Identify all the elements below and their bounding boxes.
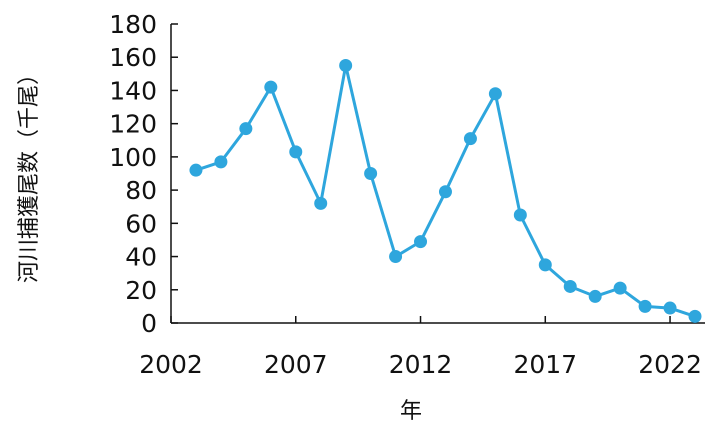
y-tick-label: 120 (109, 110, 157, 139)
y-tick-label: 40 (125, 243, 157, 272)
data-point-2007 (289, 145, 303, 159)
data-point-2012 (414, 235, 428, 249)
data-point-2009 (339, 59, 353, 73)
y-tick-label: 160 (109, 43, 157, 72)
y-tick-label: 100 (109, 143, 157, 172)
data-point-2006 (264, 80, 278, 94)
y-tick-label: 80 (125, 176, 157, 205)
data-point-2011 (389, 250, 403, 264)
data-point-2023 (688, 309, 702, 323)
data-point-2021 (638, 299, 652, 313)
x-tick-label: 2012 (389, 350, 453, 379)
y-tick-label: 60 (125, 209, 157, 238)
data-point-2014 (463, 132, 477, 146)
data-point-2019 (588, 289, 602, 303)
data-point-2008 (314, 196, 328, 210)
data-point-2016 (513, 208, 527, 222)
x-tick-label: 2007 (264, 350, 328, 379)
data-point-2020 (613, 281, 627, 295)
data-point-2013 (438, 185, 452, 199)
x-tick-label: 2002 (139, 350, 203, 379)
data-point-2005 (239, 122, 253, 136)
data-point-2018 (563, 279, 577, 293)
y-tick-label: 180 (109, 10, 157, 39)
data-point-2004 (214, 155, 228, 169)
data-point-2017 (538, 258, 552, 272)
x-ticks: 2002 2007 2012 2017 2022 (139, 316, 702, 379)
x-tick-label: 2022 (638, 350, 702, 379)
y-axis-title: 河川捕獲尾数（千尾） (17, 63, 42, 283)
series-group (189, 59, 702, 323)
y-tick-label: 140 (109, 76, 157, 105)
x-tick-label: 2017 (513, 350, 577, 379)
data-point-2015 (488, 87, 502, 101)
data-point-2003 (189, 163, 203, 177)
data-point-2022 (663, 301, 677, 315)
x-axis-title: 年 (400, 399, 422, 424)
y-ticks: 0 20 40 60 80 100 120 140 160 180 (109, 10, 178, 338)
y-tick-label: 20 (125, 276, 157, 305)
y-tick-label: 0 (141, 309, 157, 338)
data-point-2010 (364, 167, 378, 180)
